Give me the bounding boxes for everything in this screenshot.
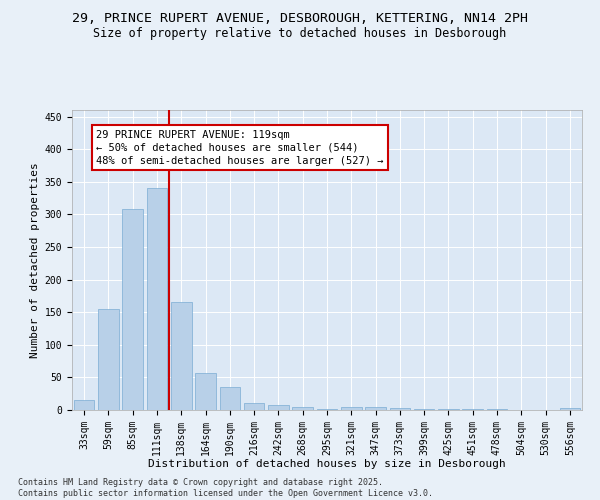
Bar [389,408,410,410]
Text: 29 PRINCE RUPERT AVENUE: 119sqm
← 50% of detached houses are smaller (544)
48% o: 29 PRINCE RUPERT AVENUE: 119sqm ← 50% of… [96,130,384,166]
Bar [341,406,362,410]
Bar [122,209,143,410]
Bar [195,373,216,410]
Bar [244,404,265,410]
Bar [74,400,94,410]
Bar [292,406,313,410]
Text: 29, PRINCE RUPERT AVENUE, DESBOROUGH, KETTERING, NN14 2PH: 29, PRINCE RUPERT AVENUE, DESBOROUGH, KE… [72,12,528,26]
Text: Size of property relative to detached houses in Desborough: Size of property relative to detached ho… [94,28,506,40]
Bar [171,302,191,410]
Bar [414,408,434,410]
Bar [98,309,119,410]
Bar [146,188,167,410]
Bar [560,408,580,410]
Bar [365,406,386,410]
Bar [220,387,240,410]
X-axis label: Distribution of detached houses by size in Desborough: Distribution of detached houses by size … [148,459,506,469]
Bar [317,408,337,410]
Text: Contains HM Land Registry data © Crown copyright and database right 2025.
Contai: Contains HM Land Registry data © Crown c… [18,478,433,498]
Y-axis label: Number of detached properties: Number of detached properties [31,162,40,358]
Bar [268,405,289,410]
